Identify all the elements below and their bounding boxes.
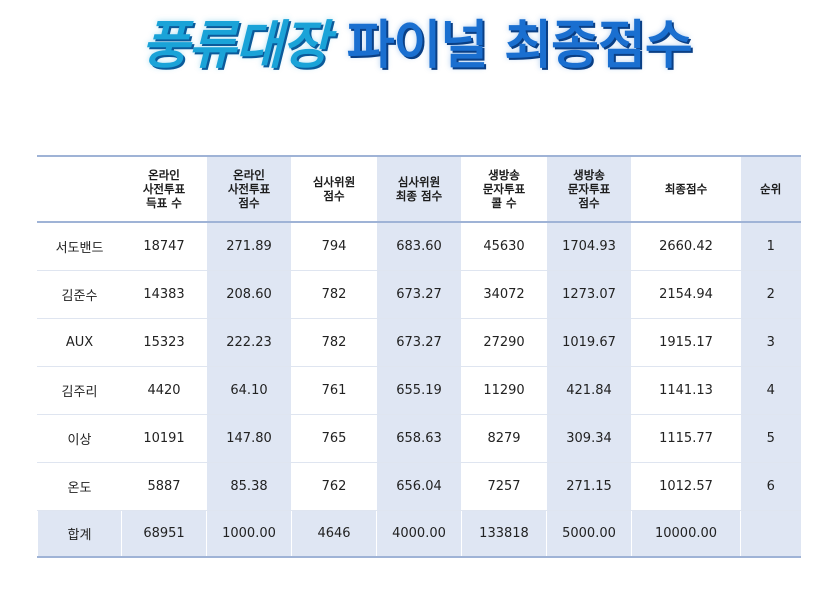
cell-online-score: 147.80 xyxy=(206,414,292,463)
cell-total-judge-score: 4646 xyxy=(291,510,377,558)
table-row: 온도 5887 85.38 762 656.04 7257 271.15 101… xyxy=(37,462,801,511)
header-rank: 순위 xyxy=(740,155,801,223)
cell-online-score: 222.23 xyxy=(206,318,292,367)
cell-online-votes: 18747 xyxy=(121,222,207,271)
cell-live-score: 1704.93 xyxy=(546,222,632,271)
cell-live-calls: 8279 xyxy=(461,414,547,463)
cell-team: 김주리 xyxy=(37,366,122,415)
cell-live-score: 1019.67 xyxy=(546,318,632,367)
cell-rank: 1 xyxy=(740,222,801,271)
cell-final-score: 1115.77 xyxy=(631,414,741,463)
cell-judge-final-score: 658.63 xyxy=(376,414,462,463)
cell-team: 김준수 xyxy=(37,270,122,319)
cell-total-rank xyxy=(740,510,801,558)
cell-rank: 5 xyxy=(740,414,801,463)
header-online-score: 온라인 사전투표 점수 xyxy=(206,155,292,223)
header-live-calls: 생방송 문자투표 콜 수 xyxy=(461,155,547,223)
cell-total-live-calls: 133818 xyxy=(461,510,547,558)
cell-judge-score: 761 xyxy=(291,366,377,415)
cell-online-votes: 5887 xyxy=(121,462,207,511)
cell-final-score: 2660.42 xyxy=(631,222,741,271)
table-total-row: 합계 68951 1000.00 4646 4000.00 133818 500… xyxy=(37,510,801,558)
cell-online-votes: 14383 xyxy=(121,270,207,319)
cell-team: 이상 xyxy=(37,414,122,463)
cell-judge-final-score: 683.60 xyxy=(376,222,462,271)
cell-judge-score: 794 xyxy=(291,222,377,271)
header-online-votes: 온라인 사전투표 득표 수 xyxy=(121,155,207,223)
cell-online-score: 208.60 xyxy=(206,270,292,319)
cell-total-label: 합계 xyxy=(37,510,122,558)
final-score-table: 온라인 사전투표 득표 수 온라인 사전투표 점수 심사위원 점수 심사위원 최… xyxy=(37,155,801,558)
cell-live-calls: 34072 xyxy=(461,270,547,319)
cell-total-live-score: 5000.00 xyxy=(546,510,632,558)
cell-rank: 6 xyxy=(740,462,801,511)
table-row: 이상 10191 147.80 765 658.63 8279 309.34 1… xyxy=(37,414,801,463)
header-judge-final-score: 심사위원 최종 점수 xyxy=(376,155,462,223)
cell-rank: 3 xyxy=(740,318,801,367)
cell-team: AUX xyxy=(37,318,122,367)
cell-judge-score: 782 xyxy=(291,270,377,319)
cell-online-votes: 4420 xyxy=(121,366,207,415)
cell-total-final-score: 10000.00 xyxy=(631,510,741,558)
cell-judge-final-score: 656.04 xyxy=(376,462,462,511)
cell-online-score: 64.10 xyxy=(206,366,292,415)
page-title: 풍류대장 파이널 최종점수 xyxy=(0,14,833,78)
cell-online-score: 85.38 xyxy=(206,462,292,511)
cell-online-votes: 10191 xyxy=(121,414,207,463)
cell-final-score: 2154.94 xyxy=(631,270,741,319)
table-row: 김준수 14383 208.60 782 673.27 34072 1273.0… xyxy=(37,270,801,319)
cell-team: 서도밴드 xyxy=(37,222,122,271)
cell-rank: 2 xyxy=(740,270,801,319)
cell-live-calls: 27290 xyxy=(461,318,547,367)
title-show-name: 풍류대장 xyxy=(141,16,329,76)
cell-final-score: 1141.13 xyxy=(631,366,741,415)
cell-judge-score: 765 xyxy=(291,414,377,463)
cell-online-votes: 15323 xyxy=(121,318,207,367)
header-judge-score: 심사위원 점수 xyxy=(291,155,377,223)
cell-rank: 4 xyxy=(740,366,801,415)
header-team xyxy=(37,155,122,223)
cell-live-score: 271.15 xyxy=(546,462,632,511)
cell-judge-final-score: 655.19 xyxy=(376,366,462,415)
cell-judge-score: 782 xyxy=(291,318,377,367)
cell-total-online-votes: 68951 xyxy=(121,510,207,558)
cell-judge-final-score: 673.27 xyxy=(376,270,462,319)
header-final-score: 최종점수 xyxy=(631,155,741,223)
cell-live-calls: 11290 xyxy=(461,366,547,415)
table-row: 김주리 4420 64.10 761 655.19 11290 421.84 1… xyxy=(37,366,801,415)
cell-live-score: 1273.07 xyxy=(546,270,632,319)
table-row: 서도밴드 18747 271.89 794 683.60 45630 1704.… xyxy=(37,222,801,271)
table-header-row: 온라인 사전투표 득표 수 온라인 사전투표 점수 심사위원 점수 심사위원 최… xyxy=(37,155,801,223)
cell-online-score: 271.89 xyxy=(206,222,292,271)
cell-live-calls: 45630 xyxy=(461,222,547,271)
header-live-score: 생방송 문자투표 점수 xyxy=(546,155,632,223)
cell-judge-final-score: 673.27 xyxy=(376,318,462,367)
table-row: AUX 15323 222.23 782 673.27 27290 1019.6… xyxy=(37,318,801,367)
cell-live-calls: 7257 xyxy=(461,462,547,511)
cell-final-score: 1012.57 xyxy=(631,462,741,511)
cell-live-score: 309.34 xyxy=(546,414,632,463)
cell-team: 온도 xyxy=(37,462,122,511)
cell-total-judge-final-score: 4000.00 xyxy=(376,510,462,558)
title-subtitle: 파이널 최종점수 xyxy=(346,16,693,76)
cell-live-score: 421.84 xyxy=(546,366,632,415)
cell-final-score: 1915.17 xyxy=(631,318,741,367)
cell-total-online-score: 1000.00 xyxy=(206,510,292,558)
cell-judge-score: 762 xyxy=(291,462,377,511)
